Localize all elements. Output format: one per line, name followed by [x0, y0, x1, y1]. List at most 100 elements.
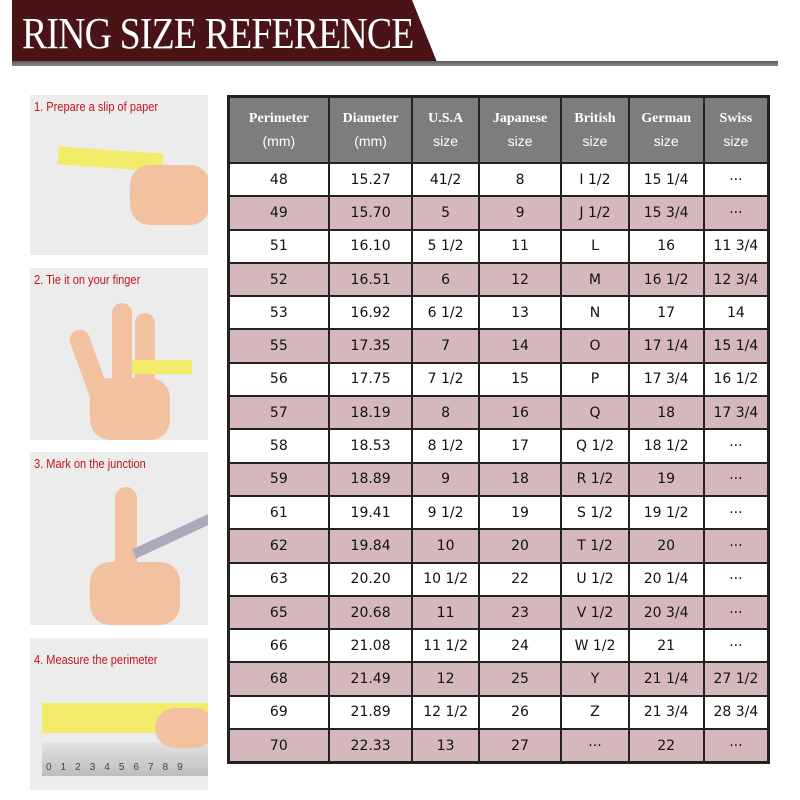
- column-header-unit: size: [582, 133, 608, 149]
- hand-image: [90, 562, 180, 625]
- table-row: 56 17.75 7 1/2 15 P 17 3/4 16 1/2: [227, 361, 770, 398]
- table-cell: 15 3/4: [627, 195, 705, 231]
- table-cell: 11 1/2: [411, 628, 480, 664]
- table-cell: 27: [477, 728, 563, 764]
- column-header-title: German: [641, 111, 692, 126]
- table-cell: 16 1/2: [702, 361, 770, 398]
- table-cell: 13: [411, 728, 480, 764]
- table-cell: ···: [702, 728, 770, 764]
- table-row: 66 21.08 11 1/2 24 W 1/2 21 ···: [227, 628, 770, 664]
- table-cell: W 1/2: [560, 628, 630, 664]
- table-cell: 62: [227, 528, 330, 564]
- paper-strip-image: [132, 360, 192, 374]
- ruler-tick: 3: [89, 762, 96, 773]
- table-cell: L: [560, 228, 630, 264]
- table-cell: M: [560, 261, 630, 298]
- table-cell: 19: [627, 461, 705, 497]
- column-header: Perimeter (mm): [227, 95, 330, 164]
- table-cell: 20: [627, 528, 705, 564]
- table-cell: 8: [411, 395, 480, 431]
- ruler-tick: 8: [162, 762, 169, 773]
- table-row: 51 16.10 5 1/2 11 L 16 11 3/4: [227, 228, 770, 264]
- table-cell: R 1/2: [560, 461, 630, 497]
- ruler-tick: 4: [104, 762, 110, 773]
- column-header: U.S.A size: [411, 95, 480, 164]
- table-row: 57 18.19 8 16 Q 18 17 3/4: [227, 395, 770, 431]
- title-divider: [12, 61, 778, 66]
- column-header-unit: (mm): [354, 133, 387, 149]
- table-cell: 18: [627, 395, 705, 431]
- table-cell: 17 1/4: [627, 328, 705, 364]
- table-row: 68 21.49 12 25 Y 21 1/4 27 1/2: [227, 661, 770, 697]
- table-cell: ···: [702, 594, 770, 631]
- table-cell: 14: [702, 295, 770, 331]
- title-banner: [12, 0, 437, 62]
- column-header-unit: size: [507, 133, 533, 149]
- table-cell: V 1/2: [560, 594, 630, 631]
- table-row: 70 22.33 13 27 ··· 22 ···: [227, 728, 770, 764]
- column-header-title: Swiss: [719, 111, 753, 126]
- table-cell: 5 1/2: [411, 228, 480, 264]
- table-cell: ···: [560, 728, 630, 764]
- table-cell: 61: [227, 494, 330, 531]
- table-cell: 55: [227, 328, 330, 364]
- table-cell: 21 3/4: [627, 694, 705, 731]
- table-row: 49 15.70 5 9 J 1/2 15 3/4 ···: [227, 195, 770, 231]
- table-cell: 18: [477, 461, 563, 497]
- table-cell: 15.27: [327, 161, 414, 198]
- column-header-title: U.S.A: [428, 111, 464, 126]
- table-cell: 22: [627, 728, 705, 764]
- table-cell: 9 1/2: [411, 494, 480, 531]
- table-cell: ···: [702, 628, 770, 664]
- table-cell: 63: [227, 561, 330, 597]
- table-cell: 15 1/4: [702, 328, 770, 364]
- table-cell: 19: [477, 494, 563, 531]
- table-cell: 59: [227, 461, 330, 497]
- table-cell: ···: [702, 561, 770, 597]
- table-cell: 51: [227, 228, 330, 264]
- column-header: German size: [627, 95, 705, 164]
- column-header-title: Diameter: [342, 111, 399, 126]
- table-cell: 22: [477, 561, 563, 597]
- table-cell: N: [560, 295, 630, 331]
- table-cell: 70: [227, 728, 330, 764]
- table-cell: 11 3/4: [702, 228, 770, 264]
- table-cell: 69: [227, 694, 330, 731]
- step-2-label: 2. Tie it on your finger: [34, 272, 141, 287]
- table-row: 69 21.89 12 1/2 26 Z 21 3/4 28 3/4: [227, 694, 770, 731]
- ring-size-table: Perimeter (mm) Diameter (mm) U.S.A size Japane…: [227, 95, 770, 765]
- table-row: 48 15.27 41/2 8 I 1/2 15 1/4 ···: [227, 161, 770, 198]
- table-cell: 58: [227, 428, 330, 464]
- palm-image: [90, 378, 170, 440]
- table-cell: 10 1/2: [411, 561, 480, 597]
- table-cell: 25: [477, 661, 563, 697]
- ruler-tick: 9: [177, 762, 183, 773]
- table-cell: 24: [477, 628, 563, 664]
- step-2-panel: 2. Tie it on your finger: [30, 268, 208, 440]
- table-cell: 49: [227, 195, 330, 231]
- table-row: 52 16.51 6 12 M 16 1/2 12 3/4: [227, 261, 770, 298]
- column-header-unit: (mm): [262, 133, 296, 149]
- ruler-tick: 7: [147, 762, 154, 773]
- table-cell: J 1/2: [560, 195, 630, 231]
- table-cell: 21.49: [327, 661, 414, 697]
- table-cell: 23: [477, 594, 563, 631]
- hand-image: [130, 165, 208, 225]
- table-cell: 8 1/2: [411, 428, 480, 464]
- table-header-row: Perimeter (mm) Diameter (mm) U.S.A size Japane…: [227, 95, 770, 164]
- table-cell: 17: [627, 295, 705, 331]
- table-cell: 12: [477, 261, 563, 298]
- table-cell: ···: [702, 461, 770, 497]
- table-cell: 17 3/4: [627, 361, 705, 398]
- table-cell: 11: [477, 228, 563, 264]
- table-cell: 17.35: [327, 328, 414, 364]
- table-cell: ···: [702, 161, 770, 198]
- table-cell: 18.19: [327, 395, 414, 431]
- table-cell: 15 1/4: [627, 161, 705, 198]
- table-cell: 16: [477, 395, 563, 431]
- ruler-tick: 1: [60, 762, 67, 773]
- column-header-title: Perimeter: [248, 111, 309, 126]
- column-header-unit: size: [433, 133, 459, 149]
- table-cell: ···: [702, 528, 770, 564]
- table-cell: 21 1/4: [627, 661, 705, 697]
